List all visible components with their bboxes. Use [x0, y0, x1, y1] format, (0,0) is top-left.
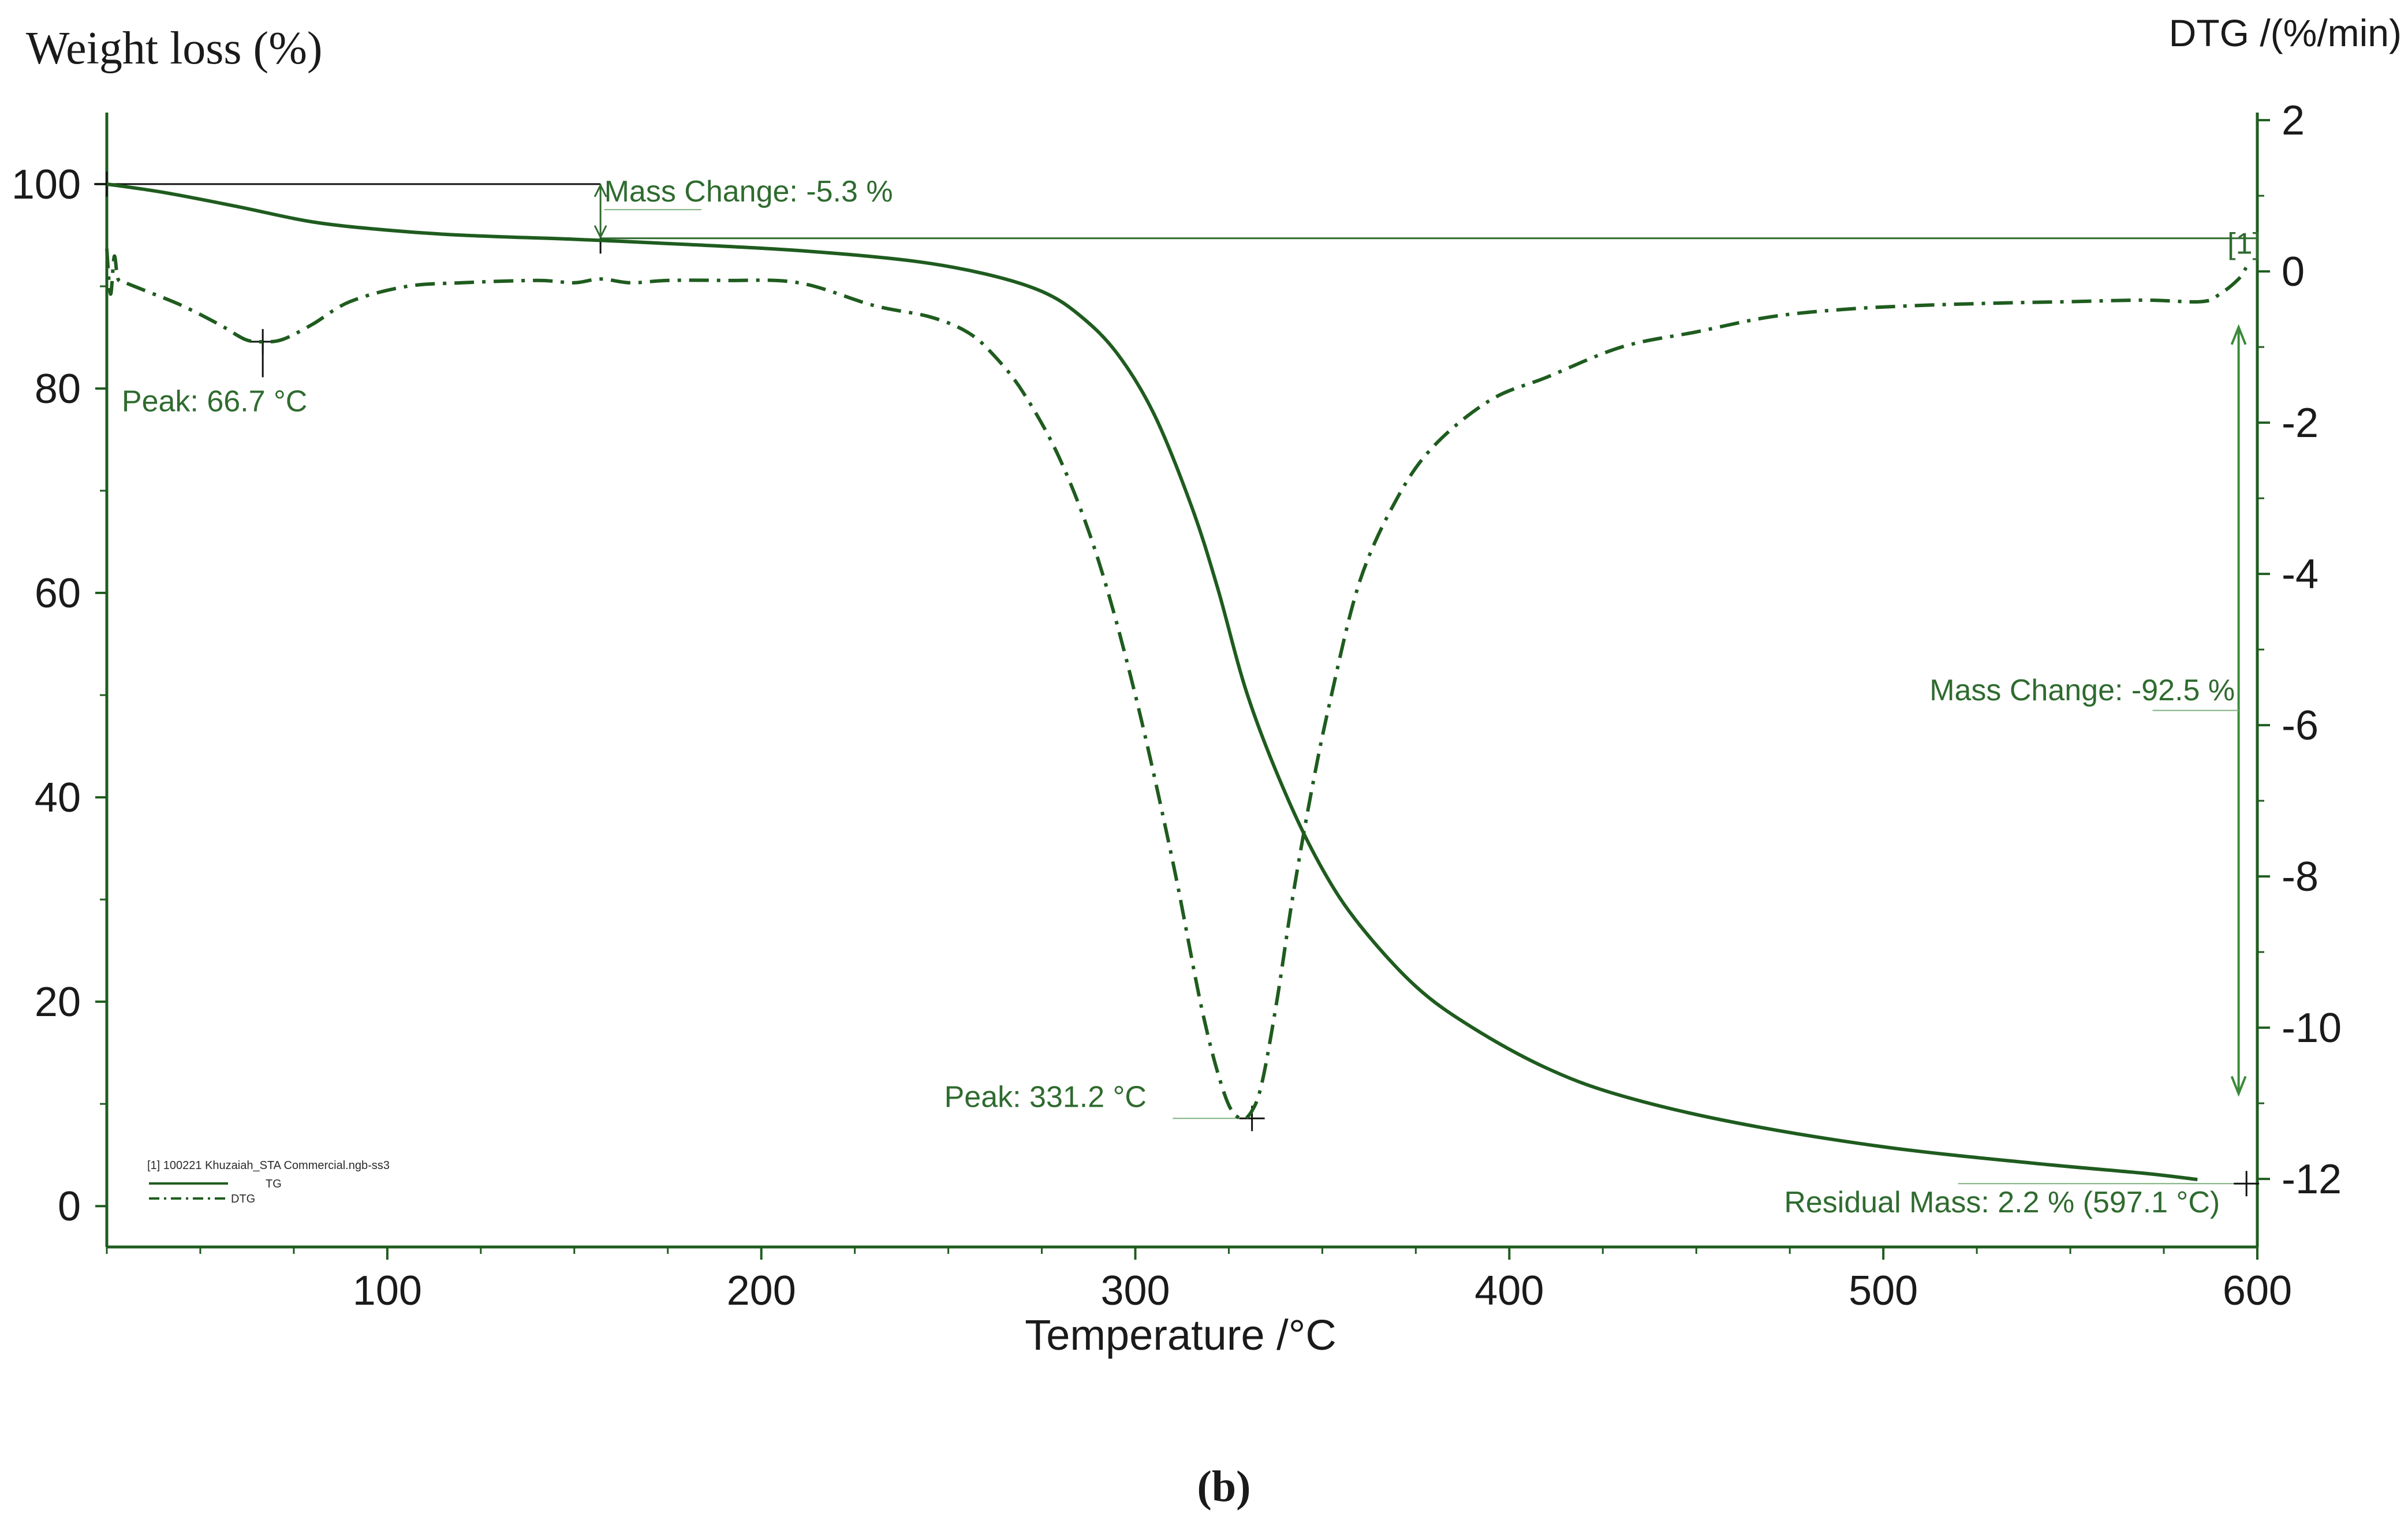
y-left-tick-label: 0 [58, 1183, 81, 1230]
y-left-tick-label: 60 [35, 570, 81, 617]
annotation-texts: Mass Change: -5.3 % Peak: 66.7 °C Peak: 33… [122, 175, 2261, 1219]
x-axis-label: Temperature /°C [1025, 1311, 1336, 1359]
legend: [1] 100221 Khuzaiah_STA Commercial.ngb-s… [147, 1159, 390, 1205]
figure-caption: (b) [1197, 1462, 1251, 1511]
arrow-head-up [593, 183, 607, 197]
annotation-label: Peak: 331.2 °C [944, 1081, 1147, 1114]
y-right-tick-label: -6 [2282, 703, 2319, 749]
series-line-dtg [105, 248, 2248, 1121]
x-tick-label: 200 [727, 1268, 796, 1314]
series-layer [105, 182, 2248, 1182]
y-right-tick-label: -2 [2282, 400, 2319, 446]
big-arrow-head-down [2230, 1076, 2247, 1097]
annotation-label: Mass Change: -92.5 % [1929, 674, 2235, 707]
annotation-label: Mass Change: -5.3 % [604, 175, 893, 208]
legend-dtg-label: DTG [231, 1193, 255, 1205]
x-tick-label: 600 [2223, 1268, 2292, 1314]
y-right-tick-label: -12 [2282, 1156, 2342, 1203]
annotation-label: Peak: 66.7 °C [122, 384, 307, 418]
x-tick-label: 500 [1849, 1268, 1918, 1314]
x-tick-label: 100 [353, 1268, 422, 1314]
y-right-tick-label: 0 [2282, 249, 2305, 295]
axes [105, 113, 2259, 1249]
y-right-tick-label: -10 [2282, 1005, 2342, 1051]
y-left-tick-label: 40 [35, 775, 81, 821]
x-tick-label: 300 [1100, 1268, 1170, 1314]
y-axis-left-label: Weight loss (%) [26, 23, 322, 74]
annotation-label: [1] [2227, 227, 2261, 260]
y-right-tick-label: 2 [2282, 98, 2305, 144]
annotation-label: Residual Mass: 2.2 % (597.1 °C) [1784, 1186, 2220, 1219]
big-arrow-head-up [2230, 324, 2247, 345]
legend-header: [1] 100221 Khuzaiah_STA Commercial.ngb-s… [147, 1159, 390, 1172]
y-left-tick-label: 100 [12, 162, 81, 208]
y-right-tick-label: -4 [2282, 551, 2319, 598]
series-line-tg [106, 182, 2198, 1182]
legend-tg-label: TG [266, 1178, 282, 1190]
x-tick-label: 400 [1474, 1268, 1544, 1314]
y-axis-right-label: DTG /(%/min) [2169, 12, 2402, 54]
arrow-head-down [593, 225, 607, 240]
annotation-lines [94, 171, 2260, 1197]
y-left-tick-label: 80 [35, 366, 81, 412]
y-right-tick-label: -8 [2282, 854, 2319, 900]
y-left-tick-label: 20 [35, 979, 81, 1025]
tick-marks: 100 200 300 400 500 60002040608010020-2-4-6-8… [12, 98, 2342, 1314]
